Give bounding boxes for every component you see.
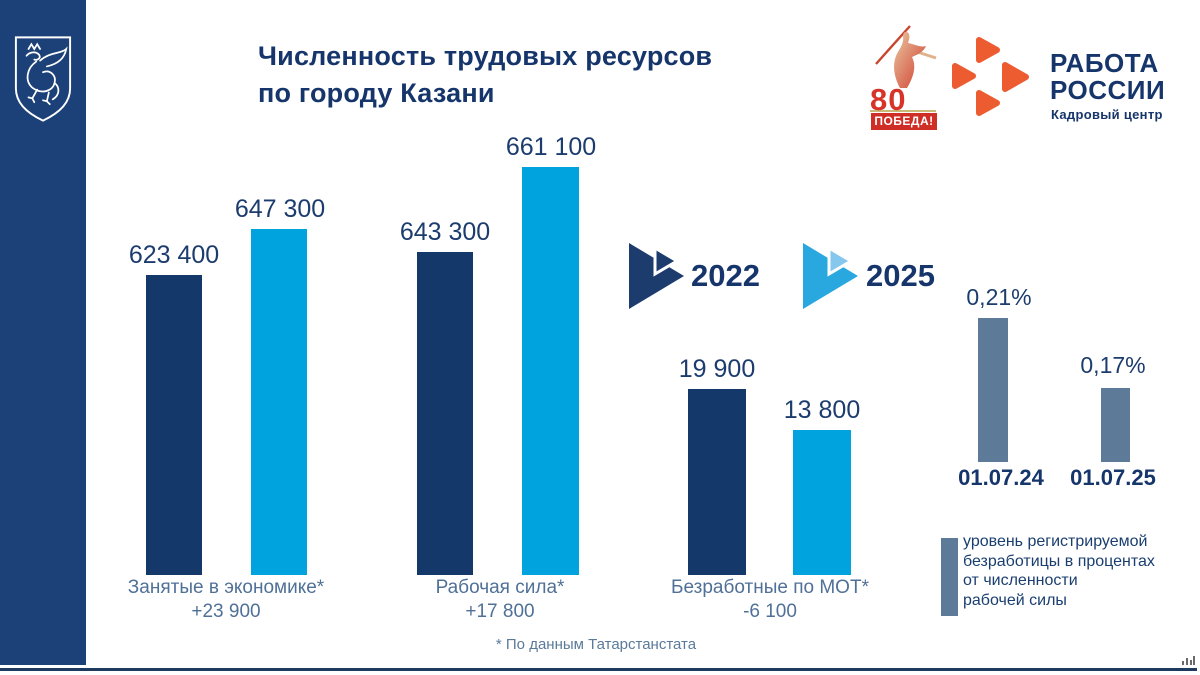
rate-legend-line2: безработицы в процентах	[963, 552, 1155, 570]
rate-value-2024: 0,21%	[966, 284, 1032, 310]
motherland-statue-icon	[870, 25, 937, 112]
victory-80-logo: 80 ПОБЕДА!	[866, 22, 940, 130]
bar-rate-010725	[1101, 388, 1130, 462]
rabota-rossii-triangles-icon	[952, 37, 1029, 116]
bar-employed-2022	[146, 275, 202, 575]
category-label-unemployed: Безработные по МОТ*	[671, 577, 869, 598]
rate-legend-line3: от численности	[963, 572, 1078, 589]
rate-legend-text: уровень регистрируемой безработицы в про…	[963, 532, 1195, 610]
rabota-rossii-wordmark: РАБОТА РОССИИ	[1050, 50, 1165, 104]
bar-labor-force-2025	[522, 167, 579, 575]
legend-arrow-2025-icon	[803, 243, 858, 309]
value-employed-2022: 623 400	[128, 241, 220, 269]
rate-legend-line4: рабочей силы	[963, 591, 1067, 609]
value-unemployed-2022: 19 900	[678, 355, 756, 383]
title-line-1: Численность трудовых ресурсов	[258, 41, 713, 71]
bar-unemployed-2025	[793, 430, 851, 575]
category-label-labor-force: Рабочая сила*	[435, 577, 565, 598]
kazan-coat-of-arms-icon	[14, 36, 72, 122]
value-labor-force-2022: 643 300	[399, 218, 491, 246]
rate-date-2024: 01.07.24	[958, 465, 1044, 490]
rossii-line: РОССИИ	[1050, 75, 1166, 105]
bottom-rule	[0, 668, 1197, 671]
legend-year-2022: 2022	[691, 258, 760, 293]
source-footnote: * По данным Татарстанстата	[495, 636, 697, 653]
page-title: Численность трудовых ресурсов по городу …	[258, 38, 712, 112]
rate-value-2025: 0,17%	[1080, 352, 1146, 378]
value-employed-2025: 647 300	[234, 195, 326, 223]
kadrovy-centr-label: Кадровый центр	[1051, 107, 1163, 122]
left-stripe	[0, 0, 86, 665]
delta-unemployed: -6 100	[743, 601, 797, 622]
legend-year-2025: 2025	[866, 258, 935, 293]
corner-mark-icon	[1182, 656, 1195, 665]
value-labor-force-2025: 661 100	[505, 133, 597, 161]
legend-arrow-2022-icon	[629, 243, 684, 309]
victory-80-number: 80	[870, 82, 907, 117]
bar-rate-010724	[978, 318, 1008, 462]
bar-employed-2025	[251, 229, 307, 575]
category-label-employed: Занятые в экономике*	[127, 577, 325, 598]
bar-unemployed-2022	[688, 389, 746, 575]
victory-80-banner: ПОБЕДА!	[871, 113, 937, 130]
delta-employed: +23 900	[191, 601, 261, 622]
rabota-line: РАБОТА	[1050, 48, 1159, 78]
value-unemployed-2025: 13 800	[783, 396, 861, 424]
bar-labor-force-2022	[417, 252, 473, 575]
delta-labor-force: +17 800	[465, 601, 535, 622]
rate-legend-swatch	[941, 538, 958, 616]
title-line-2: по городу Казани	[258, 78, 495, 108]
rate-date-2025: 01.07.25	[1070, 465, 1156, 490]
rate-legend-line1: уровень регистрируемой	[963, 533, 1148, 550]
